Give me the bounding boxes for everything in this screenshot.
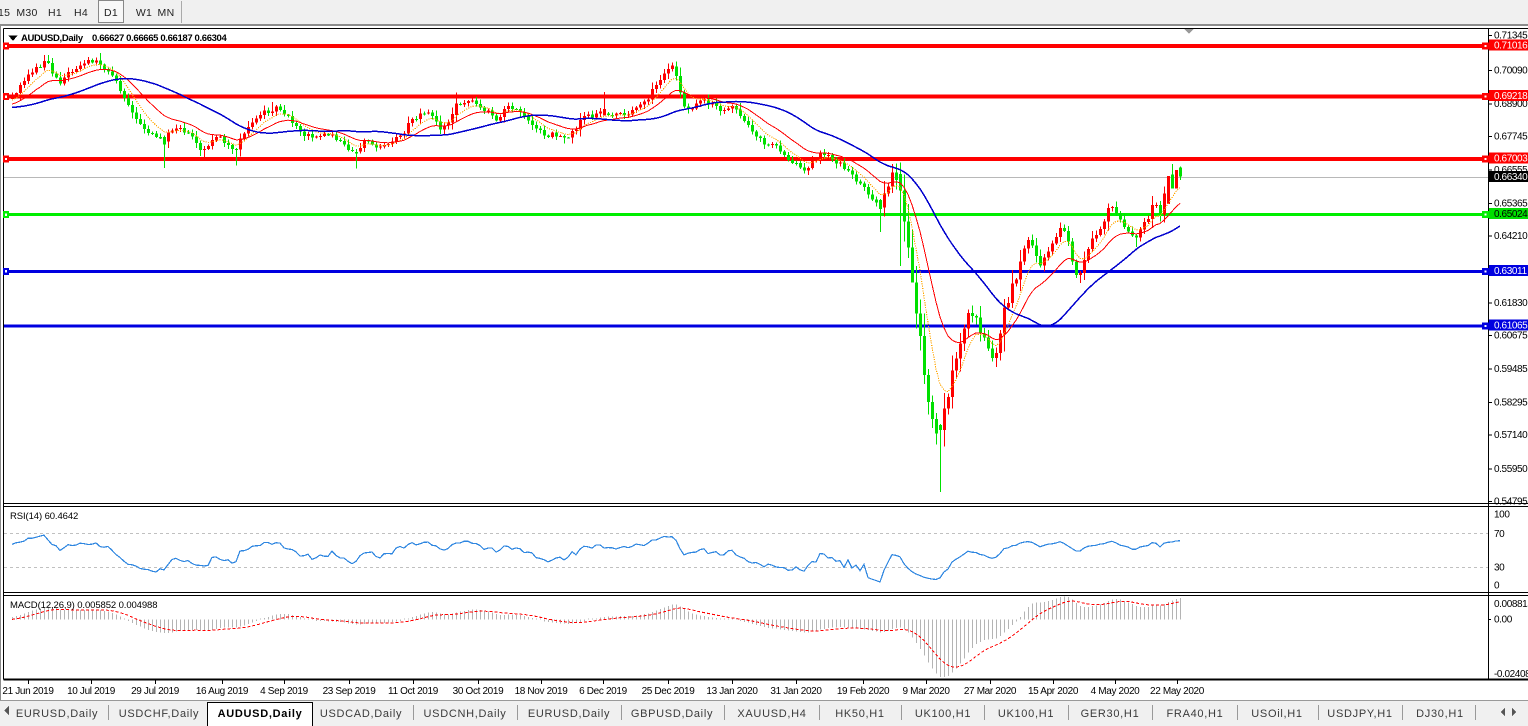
svg-text:0.70090: 0.70090 <box>1494 66 1528 77</box>
svg-text:27 Mar 2020: 27 Mar 2020 <box>964 686 1017 697</box>
svg-text:0.54795: 0.54795 <box>1494 496 1528 507</box>
svg-text:0.66340: 0.66340 <box>1494 172 1528 183</box>
svg-text:30 Oct 2019: 30 Oct 2019 <box>453 686 504 697</box>
svg-text:0.59485: 0.59485 <box>1494 364 1528 375</box>
svg-text:19 Feb 2020: 19 Feb 2020 <box>837 686 890 697</box>
svg-text:0.66555: 0.66555 <box>1494 165 1528 176</box>
svg-text:15 Apr 2020: 15 Apr 2020 <box>1028 686 1079 697</box>
svg-text:11 Oct 2019: 11 Oct 2019 <box>388 686 439 697</box>
svg-text:FRA40,H1: FRA40,H1 <box>1167 708 1224 720</box>
svg-text:21 Jun 2019: 21 Jun 2019 <box>2 686 54 697</box>
svg-text:0.55950: 0.55950 <box>1494 464 1528 475</box>
svg-text:0.71016: 0.71016 <box>1494 41 1528 52</box>
svg-text:USDCAD,Daily: USDCAD,Daily <box>320 708 402 720</box>
svg-text:MACD(12,26,9) 0.005852 0.00498: MACD(12,26,9) 0.005852 0.004988 <box>10 600 157 611</box>
svg-text:0: 0 <box>1494 581 1500 592</box>
svg-text:0.61830: 0.61830 <box>1494 298 1528 309</box>
svg-text:13 Jan 2020: 13 Jan 2020 <box>706 686 758 697</box>
svg-text:UK100,H1: UK100,H1 <box>915 708 971 720</box>
svg-text:0.69218: 0.69218 <box>1494 91 1528 102</box>
svg-text:USDCHF,Daily: USDCHF,Daily <box>119 708 200 720</box>
svg-text:0.00: 0.00 <box>1494 615 1513 626</box>
svg-text:EURUSD,Daily: EURUSD,Daily <box>528 708 610 720</box>
svg-text:USDJPY,H1: USDJPY,H1 <box>1327 708 1392 720</box>
svg-text:EURUSD,Daily: EURUSD,Daily <box>16 708 98 720</box>
svg-text:DJ30,H1: DJ30,H1 <box>1416 708 1464 720</box>
svg-text:30: 30 <box>1494 563 1505 574</box>
svg-text:0.67745: 0.67745 <box>1494 132 1528 143</box>
svg-text:W1: W1 <box>136 7 152 19</box>
svg-text:0.63011: 0.63011 <box>1494 266 1527 277</box>
svg-text:6 Dec 2019: 6 Dec 2019 <box>579 686 627 697</box>
svg-text:29 Jul 2019: 29 Jul 2019 <box>131 686 180 697</box>
svg-text:H1: H1 <box>48 7 62 19</box>
svg-text:4 Sep 2019: 4 Sep 2019 <box>260 686 308 697</box>
svg-text:0.60675: 0.60675 <box>1494 331 1528 342</box>
svg-text:23 Sep 2019: 23 Sep 2019 <box>323 686 377 697</box>
svg-text:AUDUSD,Daily: AUDUSD,Daily <box>21 33 84 44</box>
svg-text:0.68900: 0.68900 <box>1494 99 1528 110</box>
svg-text:18 Nov 2019: 18 Nov 2019 <box>515 686 569 697</box>
svg-text:0.65365: 0.65365 <box>1494 199 1528 210</box>
svg-text:GER30,H1: GER30,H1 <box>1081 708 1140 720</box>
svg-text:0.65024: 0.65024 <box>1494 209 1528 220</box>
svg-text:0.66627 0.66665 0.66187 0.6630: 0.66627 0.66665 0.66187 0.66304 <box>92 33 227 44</box>
svg-text:HK50,H1: HK50,H1 <box>835 708 885 720</box>
svg-text:25 Dec 2019: 25 Dec 2019 <box>642 686 696 697</box>
svg-text:M30: M30 <box>16 7 37 19</box>
svg-text:D1: D1 <box>104 7 118 19</box>
svg-text:22 May 2020: 22 May 2020 <box>1150 686 1205 697</box>
svg-text:4 May 2020: 4 May 2020 <box>1091 686 1141 697</box>
svg-text:USOil,H1: USOil,H1 <box>1251 708 1302 720</box>
svg-text:GBPUSD,Daily: GBPUSD,Daily <box>631 708 713 720</box>
svg-text:70: 70 <box>1494 529 1505 540</box>
svg-text:31 Jan 2020: 31 Jan 2020 <box>770 686 822 697</box>
svg-text:9 Mar 2020: 9 Mar 2020 <box>902 686 950 697</box>
svg-text:0.64210: 0.64210 <box>1494 231 1528 242</box>
svg-text:H4: H4 <box>74 7 88 19</box>
svg-text:UK100,H1: UK100,H1 <box>998 708 1054 720</box>
svg-text:0.58295: 0.58295 <box>1494 398 1528 409</box>
svg-text:16 Aug 2019: 16 Aug 2019 <box>196 686 249 697</box>
svg-text:0.61065: 0.61065 <box>1494 321 1528 332</box>
svg-text:AUDUSD,Daily: AUDUSD,Daily <box>218 708 303 720</box>
svg-text:RSI(14) 60.4642: RSI(14) 60.4642 <box>10 511 78 522</box>
svg-text:MN: MN <box>158 7 175 19</box>
svg-text:15: 15 <box>0 7 10 19</box>
svg-text:0.008815: 0.008815 <box>1494 599 1528 610</box>
svg-text:-0.02408: -0.02408 <box>1494 669 1528 680</box>
svg-text:10 Jul 2019: 10 Jul 2019 <box>67 686 116 697</box>
svg-text:USDCNH,Daily: USDCNH,Daily <box>424 708 507 720</box>
svg-text:0.57140: 0.57140 <box>1494 430 1528 441</box>
svg-text:0.71345: 0.71345 <box>1494 31 1528 42</box>
svg-text:100: 100 <box>1494 510 1510 521</box>
svg-text:0.67003: 0.67003 <box>1494 154 1528 165</box>
svg-text:XAUUSD,H4: XAUUSD,H4 <box>737 708 806 720</box>
